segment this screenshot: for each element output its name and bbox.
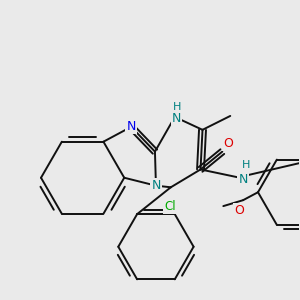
Text: N: N bbox=[238, 173, 248, 186]
Text: N: N bbox=[127, 120, 136, 133]
Text: H: H bbox=[242, 160, 250, 170]
Text: N: N bbox=[172, 112, 182, 125]
Text: Cl: Cl bbox=[164, 200, 176, 213]
Text: H: H bbox=[172, 102, 181, 112]
Text: N: N bbox=[151, 179, 160, 192]
Text: O: O bbox=[223, 137, 233, 150]
Text: O: O bbox=[234, 204, 244, 217]
